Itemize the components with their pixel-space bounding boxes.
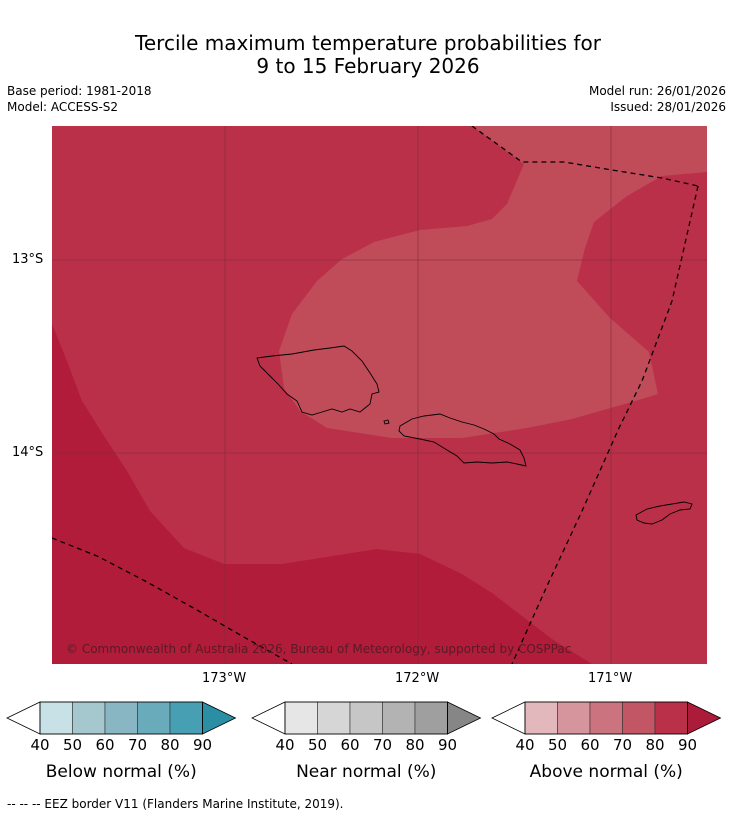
lon-label-171w: 171°W: [588, 671, 633, 686]
eez-borders: [52, 126, 699, 664]
issued-date: Issued: 28/01/2026: [610, 100, 726, 114]
above-colorbar-high-extend: [687, 701, 722, 735]
near-colorbar-tick: 70: [372, 736, 393, 754]
lon-label-172w: 172°W: [395, 671, 440, 686]
chart-title-line1: Tercile maximum temperature probabilitie…: [135, 31, 601, 55]
near-colorbar-segment: [284, 701, 318, 735]
lon-label-173w: 173°W: [202, 671, 247, 686]
above-colorbar-tick: 70: [612, 736, 633, 754]
above-colorbar-frame: [524, 701, 688, 735]
graticule: [52, 126, 707, 664]
base-period: Base period: 1981-2018: [7, 84, 152, 98]
lat-label-14s: 14°S: [12, 445, 44, 460]
below-colorbar-label: Below normal (%): [45, 762, 197, 782]
chart-title-line2: 9 to 15 February 2026: [256, 54, 480, 78]
below-colorbar-segment: [137, 701, 171, 735]
near-colorbar-high-extend: [447, 701, 482, 735]
above-colorbar-segment: [622, 701, 656, 735]
below-colorbar-tick: 80: [160, 736, 180, 754]
near-colorbar-segment: [317, 701, 351, 735]
above-colorbar-segment: [557, 701, 591, 735]
below-colorbar-segment: [104, 701, 138, 735]
above-colorbar-segment: [589, 701, 623, 735]
dark-region-southwest: [52, 324, 592, 664]
near-colorbar-tick: 60: [340, 736, 360, 754]
near-colorbar-tick: 40: [275, 736, 295, 754]
above-colorbar-low-extend: [491, 701, 526, 735]
below-colorbar-tick: 90: [192, 736, 213, 754]
below-colorbar-tick: 60: [95, 736, 115, 754]
below-colorbar-segment: [72, 701, 106, 735]
near-colorbar-frame: [284, 701, 448, 735]
model-name: Model: ACCESS-S2: [7, 100, 119, 114]
manono-island: [383, 419, 390, 425]
map-copyright: © Commonwealth of Australia 2026, Bureau…: [66, 642, 571, 656]
above-colorbar-tick: 80: [645, 736, 665, 754]
model-run: Model run: 26/01/2026: [588, 84, 726, 98]
above-colorbar-tick: 50: [547, 736, 568, 754]
near-colorbar-low-extend: [251, 701, 286, 735]
near-colorbar-segment: [349, 701, 383, 735]
near-colorbar-tick: 80: [405, 736, 425, 754]
below-colorbar-segment: [169, 701, 203, 735]
near-colorbar-tick: 50: [307, 736, 328, 754]
below-colorbar-tick: 70: [127, 736, 148, 754]
eez-border-southwest: [52, 537, 293, 664]
coastlines: [256, 345, 693, 525]
eez-border-north: [471, 126, 699, 187]
upolu-island: [398, 413, 527, 467]
near-colorbar-label: Near normal (%): [296, 762, 437, 782]
above-colorbar-tick: 60: [580, 736, 600, 754]
light-region-central: [279, 126, 707, 438]
above-colorbar-segment: [654, 701, 688, 735]
above-colorbar-tick: 90: [677, 736, 698, 754]
eez-border-east: [511, 185, 699, 664]
above-colorbar-segment: [524, 701, 558, 735]
above-colorbar-tick: 40: [515, 736, 535, 754]
below-colorbar-high-extend: [202, 701, 237, 735]
near-colorbar-tick: 90: [437, 736, 458, 754]
probability-map: © Commonwealth of Australia 2026, Bureau…: [52, 126, 707, 664]
tutuila-island: [635, 501, 693, 525]
below-colorbar-segment: [39, 701, 73, 735]
near-colorbar-segment: [382, 701, 416, 735]
lat-label-13s: 13°S: [12, 252, 44, 267]
eez-footnote: -- -- -- EEZ border V11 (Flanders Marine…: [7, 797, 344, 811]
above-colorbar-label: Above normal (%): [529, 762, 683, 782]
savaii-island: [256, 345, 380, 416]
below-colorbar-tick: 50: [62, 736, 83, 754]
near-colorbar-segment: [414, 701, 448, 735]
below-colorbar-low-extend: [6, 701, 41, 735]
below-colorbar-tick: 40: [30, 736, 50, 754]
below-colorbar-frame: [39, 701, 203, 735]
